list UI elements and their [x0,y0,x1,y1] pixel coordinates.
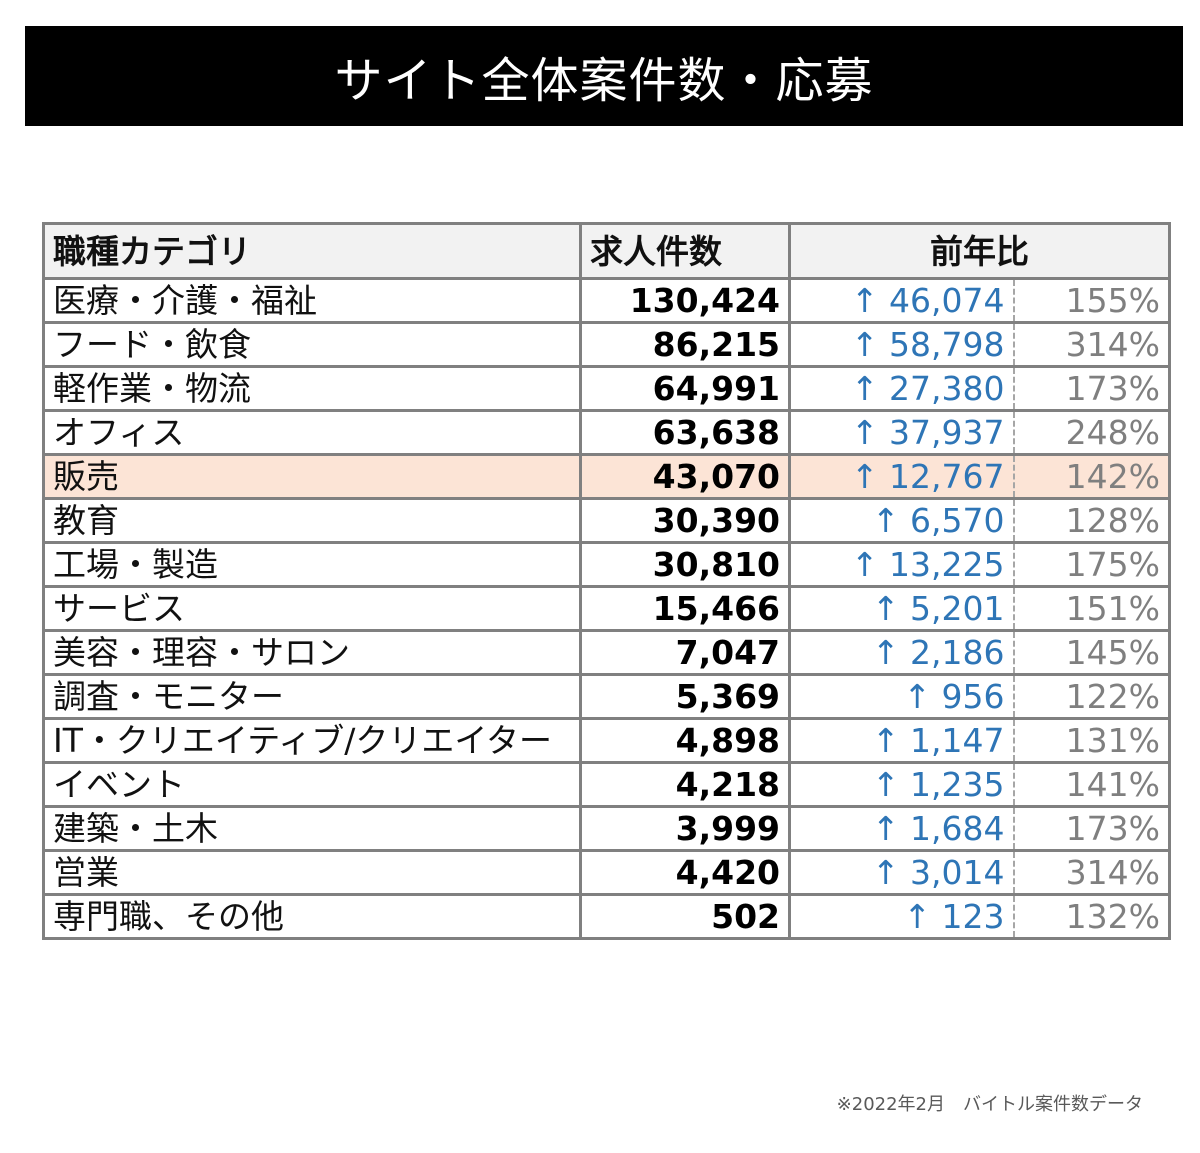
category-cell: 営業 [42,849,582,896]
table-row: イベント 4,218 ↑ 1,235 141% [42,761,1171,808]
yoy-diff-cell: ↑ 1,235 [788,761,1015,808]
page-title: サイト全体案件数・応募 [25,26,1183,126]
yoy-percent-cell: 175% [1012,541,1171,588]
yoy-diff-cell: ↑ 123 [788,893,1015,940]
category-cell: サービス [42,585,582,632]
yoy-percent-cell: 314% [1012,849,1171,896]
count-cell: 5,369 [579,673,791,720]
category-cell: 教育 [42,497,582,544]
count-cell: 15,466 [579,585,791,632]
table-row: 専門職、その他 502 ↑ 123 132% [42,893,1171,940]
count-cell: 7,047 [579,629,791,676]
yoy-percent-cell: 248% [1012,409,1171,456]
count-cell: 130,424 [579,277,791,324]
header-count: 求人件数 [579,222,791,280]
yoy-diff-cell: ↑ 3,014 [788,849,1015,896]
yoy-diff-cell: ↑ 1,684 [788,805,1015,852]
count-cell: 30,810 [579,541,791,588]
count-cell: 63,638 [579,409,791,456]
category-cell: 工場・製造 [42,541,582,588]
category-cell: 美容・理容・サロン [42,629,582,676]
table-row: 営業 4,420 ↑ 3,014 314% [42,849,1171,896]
table-row: フード・飲食 86,215 ↑ 58,798 314% [42,321,1171,368]
yoy-diff-cell: ↑ 13,225 [788,541,1015,588]
job-category-table: 職種カテゴリ 求人件数 前年比 医療・介護・福祉 130,424 ↑ 46,074 1… [42,222,1171,940]
yoy-percent-cell: 151% [1012,585,1171,632]
table-row: IT・クリエイティブ/クリエイター 4,898 ↑ 1,147 131% [42,717,1171,764]
count-cell: 30,390 [579,497,791,544]
header-category: 職種カテゴリ [42,222,582,280]
count-cell: 3,999 [579,805,791,852]
count-cell: 64,991 [579,365,791,412]
yoy-percent-cell: 141% [1012,761,1171,808]
table-row: 軽作業・物流 64,991 ↑ 27,380 173% [42,365,1171,412]
source-footnote: ※2022年2月 バイトル案件数データ [836,1094,1143,1115]
category-cell: 販売 [42,453,582,500]
count-cell: 43,070 [579,453,791,500]
table-row: 美容・理容・サロン 7,047 ↑ 2,186 145% [42,629,1171,676]
yoy-percent-cell: 128% [1012,497,1171,544]
table-row: 教育 30,390 ↑ 6,570 128% [42,497,1171,544]
count-cell: 4,218 [579,761,791,808]
yoy-percent-cell: 122% [1012,673,1171,720]
yoy-percent-cell: 132% [1012,893,1171,940]
table-row: サービス 15,466 ↑ 5,201 151% [42,585,1171,632]
table-row: 調査・モニター 5,369 ↑ 956 122% [42,673,1171,720]
yoy-diff-cell: ↑ 58,798 [788,321,1015,368]
table-row: 建築・土木 3,999 ↑ 1,684 173% [42,805,1171,852]
yoy-percent-cell: 145% [1012,629,1171,676]
yoy-percent-cell: 131% [1012,717,1171,764]
yoy-percent-cell: 142% [1012,453,1171,500]
yoy-diff-cell: ↑ 5,201 [788,585,1015,632]
yoy-diff-cell: ↑ 37,937 [788,409,1015,456]
yoy-diff-cell: ↑ 2,186 [788,629,1015,676]
count-cell: 4,898 [579,717,791,764]
category-cell: 専門職、その他 [42,893,582,940]
category-cell: オフィス [42,409,582,456]
category-cell: 軽作業・物流 [42,365,582,412]
yoy-diff-cell: ↑ 956 [788,673,1015,720]
table-header-row: 職種カテゴリ 求人件数 前年比 [42,222,1171,280]
count-cell: 502 [579,893,791,940]
table-row: 工場・製造 30,810 ↑ 13,225 175% [42,541,1171,588]
category-cell: 建築・土木 [42,805,582,852]
header-yoy: 前年比 [788,222,1171,280]
category-cell: フード・飲食 [42,321,582,368]
table-row: 医療・介護・福祉 130,424 ↑ 46,074 155% [42,277,1171,324]
yoy-percent-cell: 155% [1012,277,1171,324]
category-cell: イベント [42,761,582,808]
yoy-diff-cell: ↑ 27,380 [788,365,1015,412]
yoy-diff-cell: ↑ 1,147 [788,717,1015,764]
yoy-percent-cell: 173% [1012,365,1171,412]
count-cell: 86,215 [579,321,791,368]
table-row: 販売 43,070 ↑ 12,767 142% [42,453,1171,500]
category-cell: 調査・モニター [42,673,582,720]
count-cell: 4,420 [579,849,791,896]
yoy-diff-cell: ↑ 6,570 [788,497,1015,544]
category-cell: 医療・介護・福祉 [42,277,582,324]
table-row: オフィス 63,638 ↑ 37,937 248% [42,409,1171,456]
yoy-diff-cell: ↑ 12,767 [788,453,1015,500]
category-cell: IT・クリエイティブ/クリエイター [42,717,582,764]
yoy-percent-cell: 314% [1012,321,1171,368]
yoy-diff-cell: ↑ 46,074 [788,277,1015,324]
yoy-percent-cell: 173% [1012,805,1171,852]
